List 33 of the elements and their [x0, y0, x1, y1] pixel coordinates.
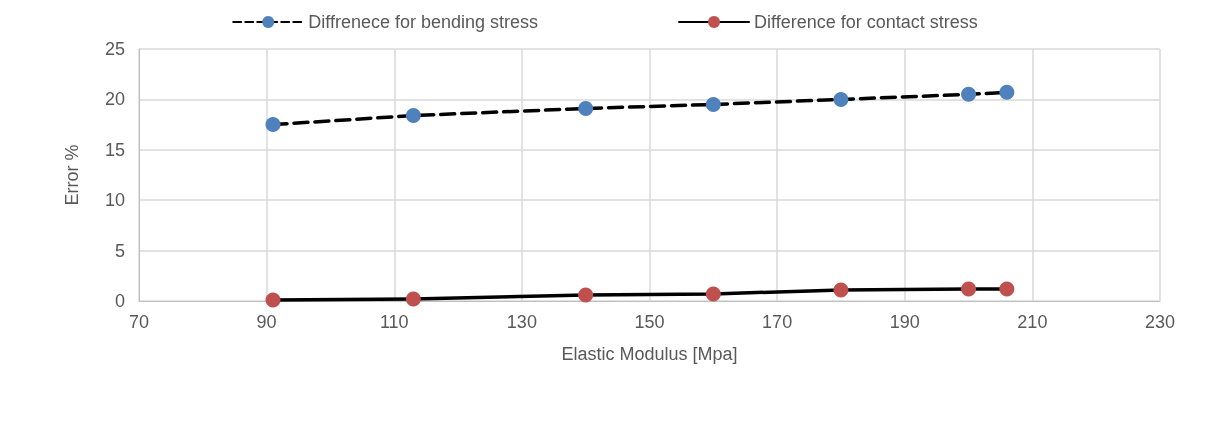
x-tick-label: 150 — [634, 312, 665, 332]
x-tick-label: 130 — [506, 312, 537, 332]
point — [265, 117, 281, 133]
x-tick-label: 230 — [1144, 312, 1176, 332]
legend-label: Diffrenece for bending stress — [308, 12, 539, 32]
y-tick-label: 15 — [104, 139, 125, 160]
point — [833, 282, 849, 298]
y-tick-label: 25 — [104, 39, 125, 59]
x-tick-label: 90 — [256, 312, 277, 332]
point — [578, 100, 594, 116]
x-tick-label: 210 — [1017, 312, 1048, 332]
point — [578, 287, 594, 303]
y-tick-label: 5 — [114, 240, 125, 261]
x-axis-title: Elastic Modulus [Mpa] — [561, 344, 738, 364]
x-tick-label: 70 — [128, 312, 150, 332]
y-tick-label: 0 — [114, 291, 125, 311]
y-axis-title: Error % — [62, 144, 82, 206]
point — [961, 281, 977, 297]
x-tick-label: 190 — [889, 312, 920, 332]
y-tick-label: 20 — [104, 89, 125, 110]
point — [833, 91, 849, 107]
y-tick-label: 10 — [104, 190, 125, 211]
point — [405, 291, 421, 307]
x-tick-label: 170 — [762, 312, 793, 332]
point — [705, 96, 721, 112]
point — [999, 84, 1015, 100]
x-tick-label: 110 — [379, 312, 409, 332]
point — [265, 292, 281, 308]
legend-label: Difference for contact stress — [754, 12, 978, 32]
point — [405, 108, 421, 124]
point — [999, 281, 1015, 297]
point — [961, 86, 977, 102]
point — [705, 286, 721, 302]
